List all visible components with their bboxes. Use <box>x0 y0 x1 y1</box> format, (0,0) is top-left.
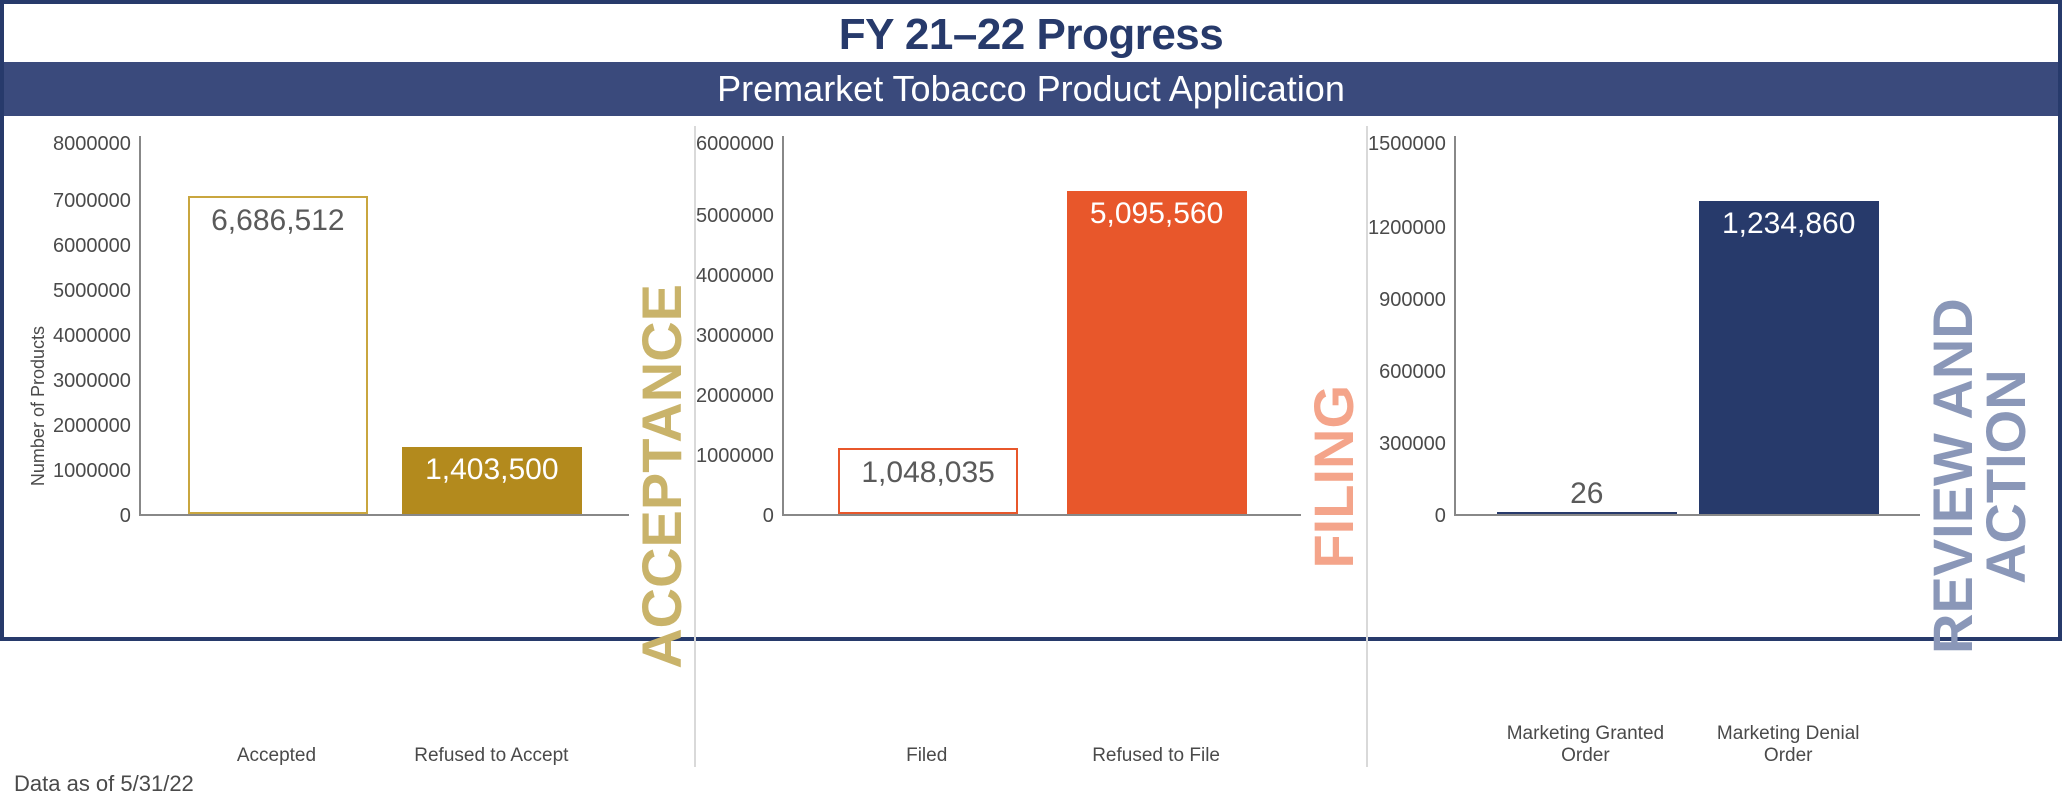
stage-label-filing: FILING <box>1301 325 1366 569</box>
y-tick: 3000000 <box>53 371 131 391</box>
y-tick: 5000000 <box>696 206 774 226</box>
x-category-label: Refused to File <box>1066 745 1246 767</box>
main-title: FY 21–22 Progress <box>4 10 2058 60</box>
panel-review: 1500000 1200000 900000 600000 300000 0 26 1,23… <box>1366 126 2038 767</box>
y-tick: 2000000 <box>53 416 131 436</box>
x-category-label: Refused to Accept <box>401 745 581 767</box>
y-tick: 2000000 <box>696 386 774 406</box>
x-labels-filing: Filed Refused to File <box>782 737 1301 767</box>
y-tick: 8000000 <box>53 134 131 154</box>
bar-value-label: 26 <box>1570 477 1603 513</box>
footer-note: Data as of 5/31/22 <box>4 767 2058 803</box>
y-tick: 3000000 <box>696 326 774 346</box>
y-tick: 5000000 <box>53 281 131 301</box>
y-tick: 1000000 <box>53 461 131 481</box>
panel-acceptance: Number of Products 8000000 7000000 6000000… <box>24 126 694 767</box>
infographic-container: FY 21–22 Progress Premarket Tobacco Prod… <box>0 0 2062 641</box>
y-ticks-review: 150000012000009000006000003000000 <box>1368 136 1454 516</box>
y-tick: 0 <box>763 506 774 526</box>
y-tick: 4000000 <box>696 266 774 286</box>
plot-area-filing: 1,048,035 5,095,560 <box>782 136 1301 516</box>
title-bar: FY 21–22 Progress <box>4 4 2058 62</box>
x-category-label: Filed <box>837 745 1017 767</box>
stage-label-review: REVIEW AND ACTION <box>1920 126 2038 767</box>
chart-body-filing: 6000000 5000000 4000000 3000000 2000000 10000… <box>696 126 1301 767</box>
bar-value-label: 1,403,500 <box>425 447 558 487</box>
x-category-label: Marketing Denial Order <box>1698 723 1878 767</box>
y-tick: 0 <box>120 506 131 526</box>
plot-area-acceptance: 6,686,512 1,403,500 <box>139 136 629 516</box>
bar-value-label: 1,048,035 <box>861 450 994 490</box>
bar: 1,048,035 <box>838 448 1018 514</box>
y-tick: 1500000 <box>1368 134 1446 154</box>
y-tick: 7000000 <box>53 191 131 211</box>
y-ticks-filing: 6000000 5000000 4000000 3000000 2000000 10000… <box>696 136 782 516</box>
x-labels-acceptance: Accepted Refused to Accept <box>139 737 629 767</box>
bar-value-label: 6,686,512 <box>211 198 344 238</box>
y-ticks-acceptance: 8000000 7000000 6000000 5000000 4000000 30000… <box>53 136 139 516</box>
y-tick: 600000 <box>1379 362 1446 382</box>
subtitle-bar: Premarket Tobacco Product Application <box>4 62 2058 116</box>
bar-value-label: 1,234,860 <box>1722 201 1855 241</box>
bar: 5,095,560 <box>1067 191 1247 514</box>
chart-body-review: 1500000 1200000 900000 600000 300000 0 26 1,23… <box>1368 126 1920 767</box>
y-tick: 900000 <box>1379 290 1446 310</box>
plot-area-review: 26 1,234,860 <box>1454 136 1920 516</box>
panel-filing: 6000000 5000000 4000000 3000000 2000000 10000… <box>694 126 1366 767</box>
bar: 6,686,512 <box>188 196 368 514</box>
y-tick: 1200000 <box>1368 218 1446 238</box>
y-tick: 300000 <box>1379 434 1446 454</box>
y-axis-title: Number of Products <box>24 326 53 486</box>
stage-label-acceptance: ACCEPTANCE <box>629 224 694 669</box>
x-category-label: Accepted <box>186 745 366 767</box>
subtitle: Premarket Tobacco Product Application <box>4 68 2058 110</box>
x-labels-review: Marketing Granted Order Marketing Denial … <box>1454 715 1920 767</box>
x-category-label: Marketing Granted Order <box>1495 723 1675 767</box>
y-tick: 0 <box>1435 506 1446 526</box>
y-tick: 1000000 <box>696 446 774 466</box>
y-tick: 6000000 <box>696 134 774 154</box>
bar-value-label: 5,095,560 <box>1090 191 1223 231</box>
y-tick: 6000000 <box>53 236 131 256</box>
chart-body-acceptance: 8000000 7000000 6000000 5000000 4000000 30000… <box>53 126 629 767</box>
bar: 1,234,860 <box>1699 201 1879 514</box>
bar: 26 <box>1497 512 1677 514</box>
y-tick: 4000000 <box>53 326 131 346</box>
charts-row: Number of Products 800000070000006000000… <box>4 116 2058 767</box>
bar: 1,403,500 <box>402 447 582 514</box>
